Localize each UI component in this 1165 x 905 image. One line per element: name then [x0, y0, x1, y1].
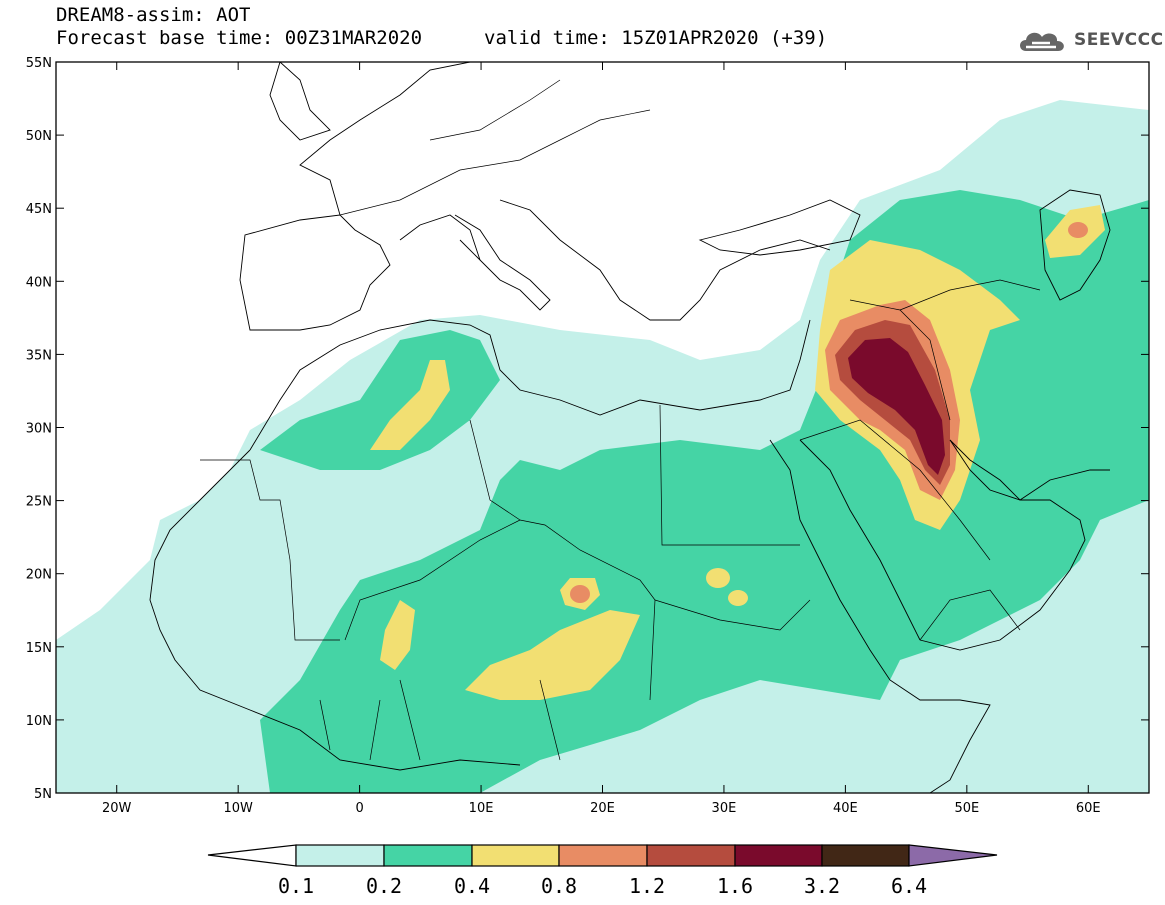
colorbar: 0.1 0.2 0.4 0.8 1.2 1.6 3.2 6.4: [207, 844, 998, 898]
lon-label: 20W: [102, 801, 132, 816]
coast-balkans: [499, 199, 831, 321]
border-europe: [339, 79, 651, 216]
colorbar-bin-3.2-6.4: [821, 844, 910, 867]
aot-level-0.8-chad: [570, 585, 590, 603]
colorbar-bin-1.2-1.6: [646, 844, 736, 867]
lon-label: 20E: [590, 801, 615, 816]
lon-label: 50E: [954, 801, 979, 816]
lat-label: 5N: [34, 787, 52, 802]
colorbar-label: 0.8: [541, 874, 577, 898]
lat-label: 20N: [26, 568, 52, 583]
border-sahara-2: [344, 519, 656, 701]
latitude-axis: 55N 50N 45N 40N 35N 30N 25N 20N 15N 10N 5N: [26, 56, 1149, 802]
country-borders: [200, 79, 1041, 761]
cloud-logo-icon: [1020, 32, 1064, 51]
lat-label: 40N: [26, 275, 52, 290]
lon-label: 60E: [1076, 801, 1101, 816]
colorbar-high-arrow: [908, 844, 998, 867]
lon-label: 40E: [833, 801, 858, 816]
colorbar-label: 0.1: [278, 874, 314, 898]
coast-west-africa: [149, 449, 521, 771]
aot-level-0.8-caspian: [1068, 222, 1088, 238]
coast-france-europe: [299, 62, 481, 261]
lat-label: 55N: [26, 56, 52, 71]
lon-label: 10E: [469, 801, 494, 816]
aot-field: [56, 100, 1149, 793]
lon-label: 0: [355, 801, 363, 816]
colorbar-label: 3.2: [804, 874, 840, 898]
border-sahara-1: [200, 459, 340, 641]
valid-time: valid time: 15Z01APR2020 (+39): [484, 27, 828, 49]
colorbar-label: 0.2: [366, 874, 402, 898]
colorbar-bin-0.4-0.8: [471, 844, 560, 867]
colorbar-label: 1.6: [717, 874, 753, 898]
border-iraq-iran: [849, 279, 1041, 421]
coast-red-sea: [769, 439, 921, 681]
lat-label: 50N: [26, 129, 52, 144]
coast-arabia: [919, 439, 1086, 651]
forecast-base-time: Forecast base time: 00Z31MAR2020: [56, 27, 423, 49]
coast-caspian: [1039, 189, 1111, 301]
longitude-axis: 20W 10W 0 10E 20E 30E 40E 50E 60E: [102, 62, 1101, 816]
colorbar-bin-0.2-0.4: [383, 844, 473, 867]
lon-label: 10W: [223, 801, 253, 816]
colorbar-bin-1.6-3.2: [734, 844, 823, 867]
lat-label: 35N: [26, 348, 52, 363]
coast-uk: [269, 62, 331, 141]
lat-label: 15N: [26, 641, 52, 656]
colorbar-bin-0.8-1.2: [558, 844, 648, 867]
colorbar-bin-0.1-0.2: [295, 844, 385, 867]
colorbar-label: 6.4: [891, 874, 927, 898]
coast-iberia: [239, 214, 391, 331]
lon-label: 30E: [712, 801, 737, 816]
border-sudan: [654, 599, 811, 631]
seevccc-logo: SEEVCCC: [1016, 24, 1164, 56]
colorbar-label: 1.2: [629, 874, 665, 898]
aot-level-0.4-niger: [380, 600, 415, 670]
map-title: DREAM8-assim: AOT: [56, 4, 251, 26]
coastlines: [149, 62, 1111, 793]
aot-level-0.4-tunisia: [370, 360, 450, 450]
border-west-africa: [319, 679, 561, 761]
aot-level-0.4-sudan: [706, 568, 730, 588]
logo-text: SEEVCCC: [1074, 30, 1164, 50]
colorbar-label: 0.4: [454, 874, 490, 898]
border-libya-egypt: [469, 404, 800, 546]
lat-label: 45N: [26, 202, 52, 217]
coast-persian-gulf: [949, 439, 1110, 501]
lat-label: 25N: [26, 495, 52, 510]
coast-horn-africa: [889, 679, 991, 793]
border-saudi: [799, 419, 1021, 641]
aot-level-1.6: [848, 338, 945, 475]
coast-italy: [454, 214, 551, 311]
colorbar-low-arrow: [207, 844, 297, 867]
lat-label: 30N: [26, 422, 52, 437]
coast-black-sea: [698, 199, 861, 256]
aot-level-0.4-sahel: [465, 610, 640, 700]
colorbar-labels: 0.1 0.2 0.4 0.8 1.2 1.6 3.2 6.4: [278, 874, 927, 898]
lat-label: 10N: [26, 714, 52, 729]
aot-level-0.4-sudan2: [728, 590, 748, 606]
coast-north-africa: [249, 319, 811, 451]
